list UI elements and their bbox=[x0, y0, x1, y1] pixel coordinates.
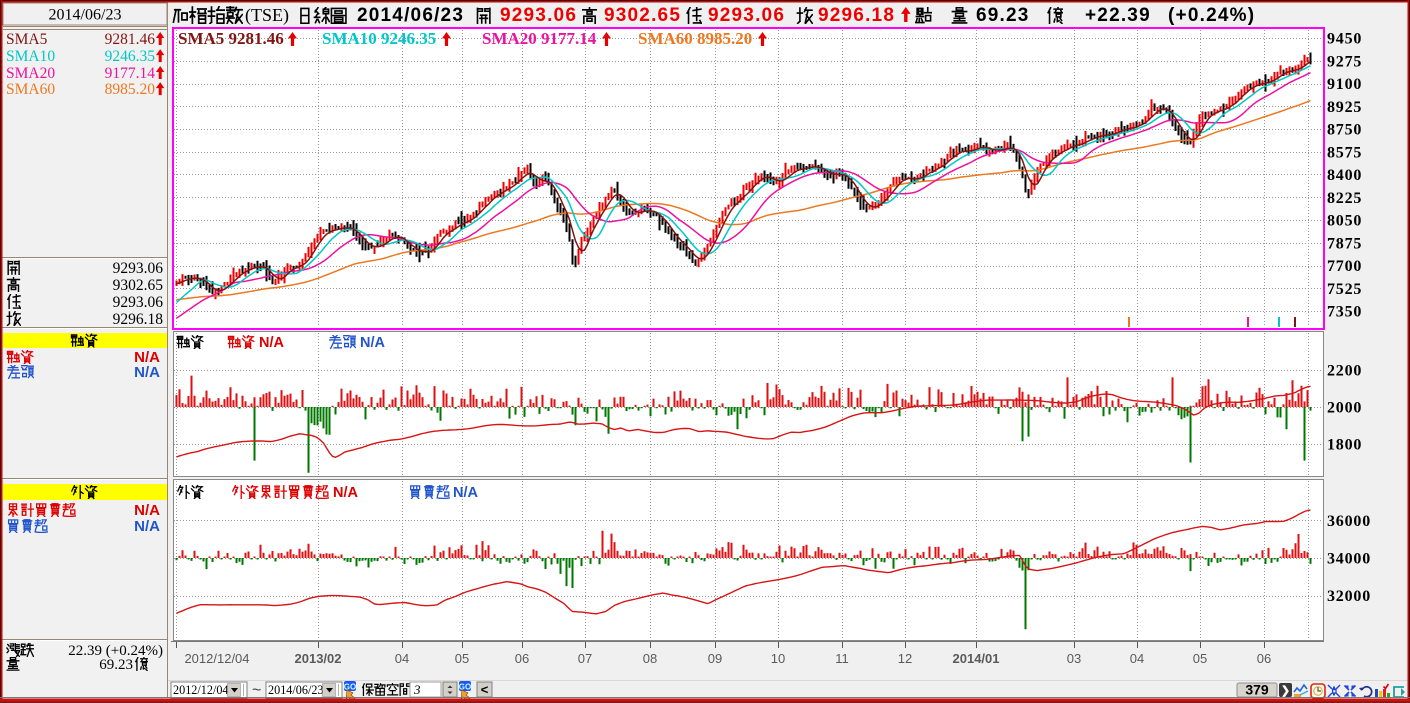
svg-text:2014/06/23: 2014/06/23 bbox=[49, 7, 122, 24]
svg-text:2014/06/23: 2014/06/23 bbox=[268, 683, 324, 697]
svg-text:7700: 7700 bbox=[1327, 258, 1362, 275]
svg-text:9246.35: 9246.35 bbox=[105, 48, 156, 65]
svg-text:(+0.24%): (+0.24%) bbox=[1168, 5, 1255, 26]
svg-text:06: 06 bbox=[515, 651, 529, 666]
svg-text:N/A: N/A bbox=[134, 502, 160, 519]
svg-text:11: 11 bbox=[835, 651, 849, 666]
svg-text:<: < bbox=[481, 682, 489, 697]
svg-text:2013/02: 2013/02 bbox=[295, 651, 342, 666]
svg-text:9296.18: 9296.18 bbox=[113, 311, 164, 328]
svg-text:N/A: N/A bbox=[259, 335, 285, 351]
svg-text:8985.20: 8985.20 bbox=[105, 81, 156, 98]
svg-text:N/A: N/A bbox=[333, 485, 359, 501]
svg-text:09: 09 bbox=[708, 651, 722, 666]
svg-text:SMA5: SMA5 bbox=[6, 31, 48, 48]
svg-text:04: 04 bbox=[1130, 651, 1144, 666]
svg-text:N/A: N/A bbox=[134, 349, 160, 366]
svg-text:N/A: N/A bbox=[134, 364, 160, 381]
svg-text:8575: 8575 bbox=[1327, 144, 1362, 161]
svg-text:9293.06: 9293.06 bbox=[113, 260, 164, 277]
svg-text:9293.06: 9293.06 bbox=[113, 294, 164, 311]
svg-text:05: 05 bbox=[1193, 651, 1207, 666]
svg-text:(TSE): (TSE) bbox=[245, 5, 289, 26]
svg-text:SMA60 8985.20: SMA60 8985.20 bbox=[638, 29, 752, 48]
svg-text:22.39 (+0.24%): 22.39 (+0.24%) bbox=[68, 643, 163, 659]
svg-text:8925: 8925 bbox=[1327, 99, 1362, 116]
svg-text:8225: 8225 bbox=[1327, 190, 1362, 207]
svg-text:9281.46: 9281.46 bbox=[105, 31, 156, 48]
svg-text:06: 06 bbox=[1257, 651, 1271, 666]
svg-text:32000: 32000 bbox=[1327, 588, 1371, 605]
svg-text:9293.06: 9293.06 bbox=[708, 5, 785, 26]
svg-text:9177.14: 9177.14 bbox=[105, 65, 156, 82]
svg-text:9302.65: 9302.65 bbox=[113, 277, 164, 294]
svg-text:12: 12 bbox=[898, 651, 912, 666]
svg-text:1800: 1800 bbox=[1327, 437, 1362, 454]
svg-text:SMA5 9281.46: SMA5 9281.46 bbox=[178, 29, 284, 48]
svg-text:10: 10 bbox=[771, 651, 785, 666]
svg-text:9450: 9450 bbox=[1327, 31, 1362, 48]
svg-text:9293.06: 9293.06 bbox=[500, 5, 577, 26]
svg-text:03: 03 bbox=[1067, 651, 1081, 666]
svg-text:34000: 34000 bbox=[1327, 551, 1371, 568]
svg-text:~: ~ bbox=[252, 682, 261, 699]
svg-text:+22.39: +22.39 bbox=[1085, 5, 1151, 26]
svg-text:2012/12/04: 2012/12/04 bbox=[173, 683, 229, 697]
svg-text:SMA10 9246.35: SMA10 9246.35 bbox=[322, 29, 436, 48]
svg-text:SMA10: SMA10 bbox=[6, 48, 55, 65]
svg-text:3: 3 bbox=[413, 682, 421, 697]
svg-text:N/A: N/A bbox=[360, 335, 386, 351]
svg-text:05: 05 bbox=[455, 651, 469, 666]
svg-text:9100: 9100 bbox=[1327, 76, 1362, 93]
svg-text:7350: 7350 bbox=[1327, 304, 1362, 321]
svg-text:08: 08 bbox=[643, 651, 657, 666]
svg-text:GO: GO bbox=[344, 683, 356, 692]
svg-text:SMA60: SMA60 bbox=[6, 81, 55, 98]
svg-text:8400: 8400 bbox=[1327, 167, 1362, 184]
svg-text:9296.18: 9296.18 bbox=[818, 5, 895, 26]
svg-text:N/A: N/A bbox=[134, 518, 160, 535]
svg-text:SMA20 9177.14: SMA20 9177.14 bbox=[482, 29, 597, 48]
svg-text:9302.65: 9302.65 bbox=[604, 5, 681, 26]
svg-text:7875: 7875 bbox=[1327, 235, 1362, 252]
svg-text:❯: ❯ bbox=[1281, 685, 1290, 697]
svg-text:2014/06/23: 2014/06/23 bbox=[357, 5, 464, 26]
svg-text:07: 07 bbox=[578, 651, 592, 666]
svg-text:GO: GO bbox=[459, 683, 471, 692]
svg-text:8050: 8050 bbox=[1327, 213, 1362, 230]
svg-text:379: 379 bbox=[1245, 682, 1269, 698]
svg-text:N/A: N/A bbox=[453, 485, 479, 501]
svg-text:SMA20: SMA20 bbox=[6, 65, 55, 82]
svg-text:8750: 8750 bbox=[1327, 122, 1362, 139]
svg-text:2200: 2200 bbox=[1327, 363, 1362, 380]
svg-text:04: 04 bbox=[395, 651, 409, 666]
svg-text:7525: 7525 bbox=[1327, 281, 1362, 298]
svg-text:2000: 2000 bbox=[1327, 400, 1362, 417]
svg-text:69.23: 69.23 bbox=[976, 5, 1030, 26]
svg-text:36000: 36000 bbox=[1327, 513, 1371, 530]
svg-text:2012/12/04: 2012/12/04 bbox=[184, 651, 249, 666]
svg-text:69.23: 69.23 bbox=[99, 657, 133, 673]
svg-text:9275: 9275 bbox=[1327, 53, 1362, 70]
svg-text:2014/01: 2014/01 bbox=[953, 651, 1000, 666]
